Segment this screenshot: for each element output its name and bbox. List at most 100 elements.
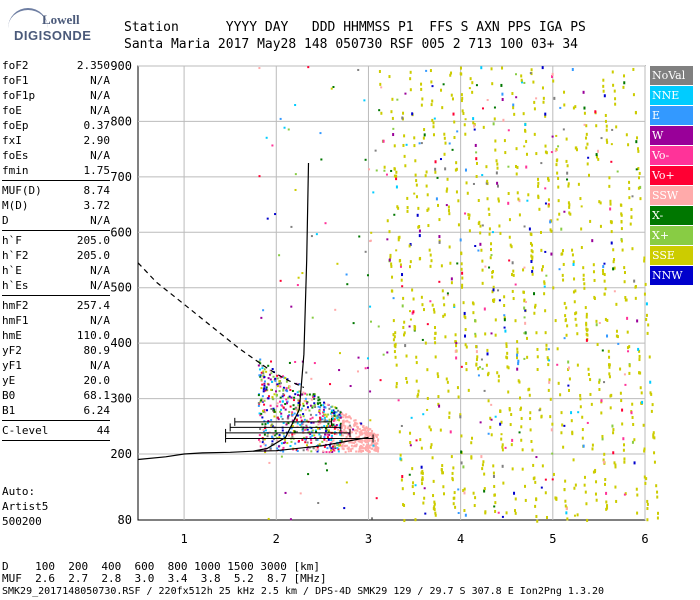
echo-point bbox=[432, 125, 435, 129]
echo-point bbox=[348, 416, 351, 419]
echo-point bbox=[463, 123, 466, 127]
echo-point bbox=[293, 430, 296, 433]
echo-point bbox=[526, 199, 529, 202]
echo-point bbox=[582, 266, 585, 270]
echo-point bbox=[580, 227, 583, 231]
echo-point bbox=[568, 205, 571, 209]
param-row: foF2 2.350 bbox=[2, 58, 110, 73]
echo-point bbox=[464, 212, 467, 215]
echo-point bbox=[565, 507, 568, 511]
echo-point bbox=[366, 443, 369, 446]
echo-point bbox=[603, 94, 606, 98]
echo-point bbox=[333, 414, 336, 417]
echo-point bbox=[321, 440, 324, 443]
echo-point bbox=[344, 425, 347, 428]
echo-point bbox=[409, 318, 412, 321]
echo-point bbox=[507, 390, 510, 394]
y-tick-label: 800 bbox=[110, 114, 132, 128]
echo-point bbox=[601, 434, 604, 438]
echo-point bbox=[481, 107, 484, 110]
echo-point bbox=[543, 285, 546, 288]
echo-point bbox=[267, 517, 270, 520]
echo-point bbox=[518, 199, 521, 203]
echo-point bbox=[257, 394, 260, 397]
echo-point bbox=[345, 273, 348, 276]
echo-point bbox=[449, 430, 452, 434]
echo-point bbox=[333, 427, 336, 430]
echo-point bbox=[312, 393, 315, 396]
echo-point bbox=[628, 196, 631, 200]
echo-point bbox=[438, 240, 441, 244]
param-name: h`Es bbox=[2, 279, 29, 292]
echo-point bbox=[459, 72, 462, 76]
y-tick-label: 500 bbox=[110, 281, 132, 295]
echo-point bbox=[409, 260, 412, 264]
echo-point bbox=[266, 422, 269, 425]
echo-point bbox=[338, 352, 341, 355]
echo-point bbox=[360, 431, 363, 434]
echo-point bbox=[555, 148, 558, 152]
echo-point bbox=[383, 169, 386, 172]
y-tick-label: 700 bbox=[110, 170, 132, 184]
param-value: 110.0 bbox=[76, 329, 110, 342]
echo-point bbox=[328, 407, 331, 410]
echo-point bbox=[432, 133, 435, 137]
echo-point bbox=[610, 220, 613, 224]
echo-point bbox=[464, 132, 467, 136]
echo-point bbox=[572, 262, 575, 266]
val-p1: RSF bbox=[390, 37, 414, 52]
echo-point bbox=[371, 441, 374, 444]
param-value: N/A bbox=[90, 359, 110, 372]
echo-point bbox=[393, 350, 396, 354]
echo-point bbox=[300, 425, 303, 428]
echo-point bbox=[588, 173, 591, 177]
echo-point bbox=[461, 283, 464, 287]
echo-point bbox=[572, 260, 575, 264]
echo-point bbox=[554, 150, 557, 153]
param-row: foE N/A bbox=[2, 103, 110, 118]
echo-point bbox=[323, 401, 326, 404]
echo-point bbox=[386, 238, 389, 241]
echo-point bbox=[390, 110, 393, 114]
echo-point bbox=[564, 499, 567, 503]
echo-point bbox=[460, 93, 463, 97]
echo-point bbox=[596, 149, 599, 153]
echo-point bbox=[536, 347, 539, 351]
legend-item: SSE bbox=[650, 246, 693, 265]
echo-point bbox=[302, 404, 305, 407]
echo-point bbox=[349, 417, 352, 420]
echo-point bbox=[475, 350, 478, 354]
echo-point bbox=[314, 436, 317, 439]
echo-point bbox=[503, 139, 506, 143]
echo-point bbox=[609, 202, 612, 206]
param-name: hmE bbox=[2, 329, 22, 342]
echo-point bbox=[341, 444, 344, 447]
muf-val: 8.7 bbox=[267, 572, 287, 585]
echo-point bbox=[271, 380, 274, 383]
echo-point bbox=[446, 292, 449, 295]
echo-point bbox=[355, 450, 358, 453]
echo-point bbox=[291, 419, 294, 422]
echo-point bbox=[565, 306, 568, 310]
echo-point bbox=[547, 388, 550, 392]
echo-point bbox=[544, 114, 547, 118]
param-separator bbox=[2, 295, 110, 296]
echo-point bbox=[426, 323, 429, 326]
echo-point bbox=[333, 412, 336, 415]
echo-point bbox=[258, 412, 261, 415]
echo-point bbox=[500, 433, 503, 436]
echo-point bbox=[610, 393, 613, 397]
echo-point bbox=[494, 318, 497, 322]
echo-point bbox=[420, 82, 423, 86]
echo-point bbox=[336, 416, 339, 419]
echo-point bbox=[608, 355, 611, 359]
x-tick-label: 3 bbox=[365, 532, 372, 546]
echo-point bbox=[646, 507, 649, 511]
echo-point bbox=[475, 151, 478, 154]
echo-point bbox=[278, 380, 281, 383]
echo-point bbox=[416, 213, 419, 217]
echo-point bbox=[498, 224, 501, 228]
echo-point bbox=[512, 106, 515, 110]
echo-point bbox=[389, 253, 392, 257]
